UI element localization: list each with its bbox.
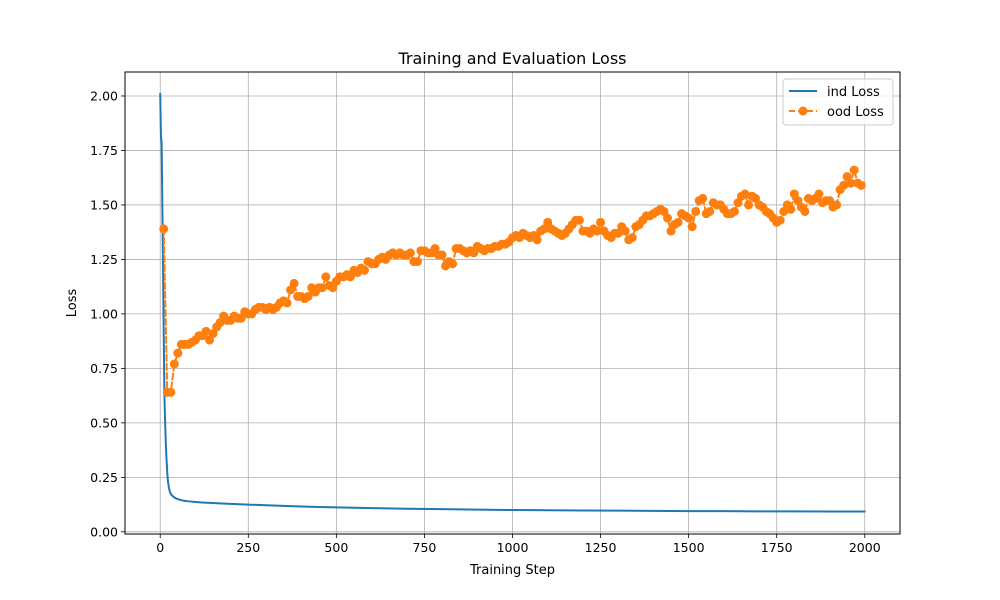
data-point xyxy=(786,204,796,214)
x-tick-label: 0 xyxy=(156,540,164,555)
data-point xyxy=(687,222,697,232)
chart-title: Training and Evaluation Loss xyxy=(397,49,626,68)
y-axis-label: Loss xyxy=(65,289,80,318)
data-point xyxy=(303,291,313,301)
legend-marker-ood-loss xyxy=(798,106,808,116)
data-point xyxy=(596,217,606,227)
data-point xyxy=(173,348,183,358)
legend-label-ood-loss: ood Loss xyxy=(827,105,884,120)
data-point xyxy=(740,189,750,199)
series-line-ind-loss xyxy=(159,92,866,513)
data-point xyxy=(627,233,637,243)
x-axis-label: Training Step xyxy=(469,563,555,578)
y-tick-label: 2.00 xyxy=(90,88,118,103)
data-point xyxy=(849,165,859,175)
data-point xyxy=(574,215,584,225)
x-tick-label: 1500 xyxy=(673,540,705,555)
data-point xyxy=(532,235,542,245)
data-point xyxy=(705,206,715,216)
ticks: 0 250 500 750 1000 1250 1500 1750 2000 0.00 0.25 0.… xyxy=(90,88,881,555)
data-point xyxy=(317,283,327,293)
data-point xyxy=(832,200,842,210)
data-point xyxy=(846,178,856,188)
data-point xyxy=(448,259,458,269)
x-tick-label: 1750 xyxy=(761,540,793,555)
x-tick-label: 750 xyxy=(413,540,437,555)
data-point xyxy=(729,206,739,216)
data-point xyxy=(360,265,370,275)
data-point xyxy=(289,278,299,288)
data-point xyxy=(856,180,866,190)
y-tick-label: 0.00 xyxy=(90,524,118,539)
y-tick-label: 0.25 xyxy=(90,470,118,485)
data-point xyxy=(282,298,292,308)
data-point xyxy=(684,213,694,223)
data-point xyxy=(592,226,602,236)
data-point xyxy=(201,326,211,336)
x-tick-label: 1250 xyxy=(585,540,617,555)
data-point xyxy=(321,272,331,282)
y-tick-label: 1.00 xyxy=(90,306,118,321)
y-tick-label: 1.50 xyxy=(90,197,118,212)
data-point xyxy=(166,387,176,397)
plot-area xyxy=(159,92,866,513)
legend-label-ind-loss: ind Loss xyxy=(827,85,880,100)
x-tick-label: 1000 xyxy=(497,540,529,555)
data-point xyxy=(412,257,422,267)
y-tick-label: 0.50 xyxy=(90,415,118,430)
x-tick-label: 250 xyxy=(236,540,260,555)
x-tick-label: 2000 xyxy=(849,540,881,555)
x-tick-label: 500 xyxy=(324,540,348,555)
data-point xyxy=(691,206,701,216)
legend: ind Loss ood Loss xyxy=(782,78,894,126)
y-tick-label: 0.75 xyxy=(90,361,118,376)
y-tick-label: 1.75 xyxy=(90,143,118,158)
y-tick-label: 1.25 xyxy=(90,252,118,267)
series-layer xyxy=(159,92,866,513)
grid-lines xyxy=(125,72,900,534)
data-point xyxy=(800,206,810,216)
data-point xyxy=(405,248,415,258)
data-point xyxy=(620,226,630,236)
data-point xyxy=(673,217,683,227)
data-point xyxy=(775,215,785,225)
data-point xyxy=(169,359,179,369)
data-point xyxy=(159,224,169,234)
data-point xyxy=(663,213,672,223)
data-point xyxy=(437,250,447,260)
data-point xyxy=(698,193,708,203)
data-point xyxy=(839,180,849,190)
data-point xyxy=(744,200,754,210)
data-point xyxy=(814,189,824,199)
